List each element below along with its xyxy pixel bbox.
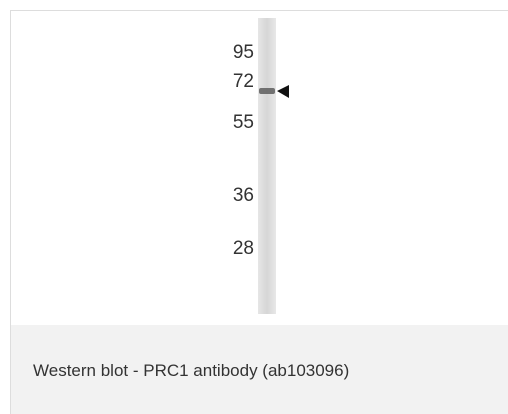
marker-label: 95 <box>233 42 254 63</box>
blot-band <box>259 88 275 94</box>
blot-lane <box>258 18 276 314</box>
marker-label: 55 <box>233 112 254 133</box>
marker-label: 36 <box>233 185 254 206</box>
page: 95 72 55 36 28 Western blot - PRC1 antib… <box>0 0 508 414</box>
caption-box: Western blot - PRC1 antibody (ab103096) <box>10 325 508 414</box>
blot-image: 95 72 55 36 28 <box>0 0 508 325</box>
band-arrow <box>277 85 289 98</box>
marker-label: 72 <box>233 71 254 92</box>
caption: Western blot - PRC1 antibody (ab103096) <box>33 361 349 381</box>
marker-label: 28 <box>233 238 254 259</box>
